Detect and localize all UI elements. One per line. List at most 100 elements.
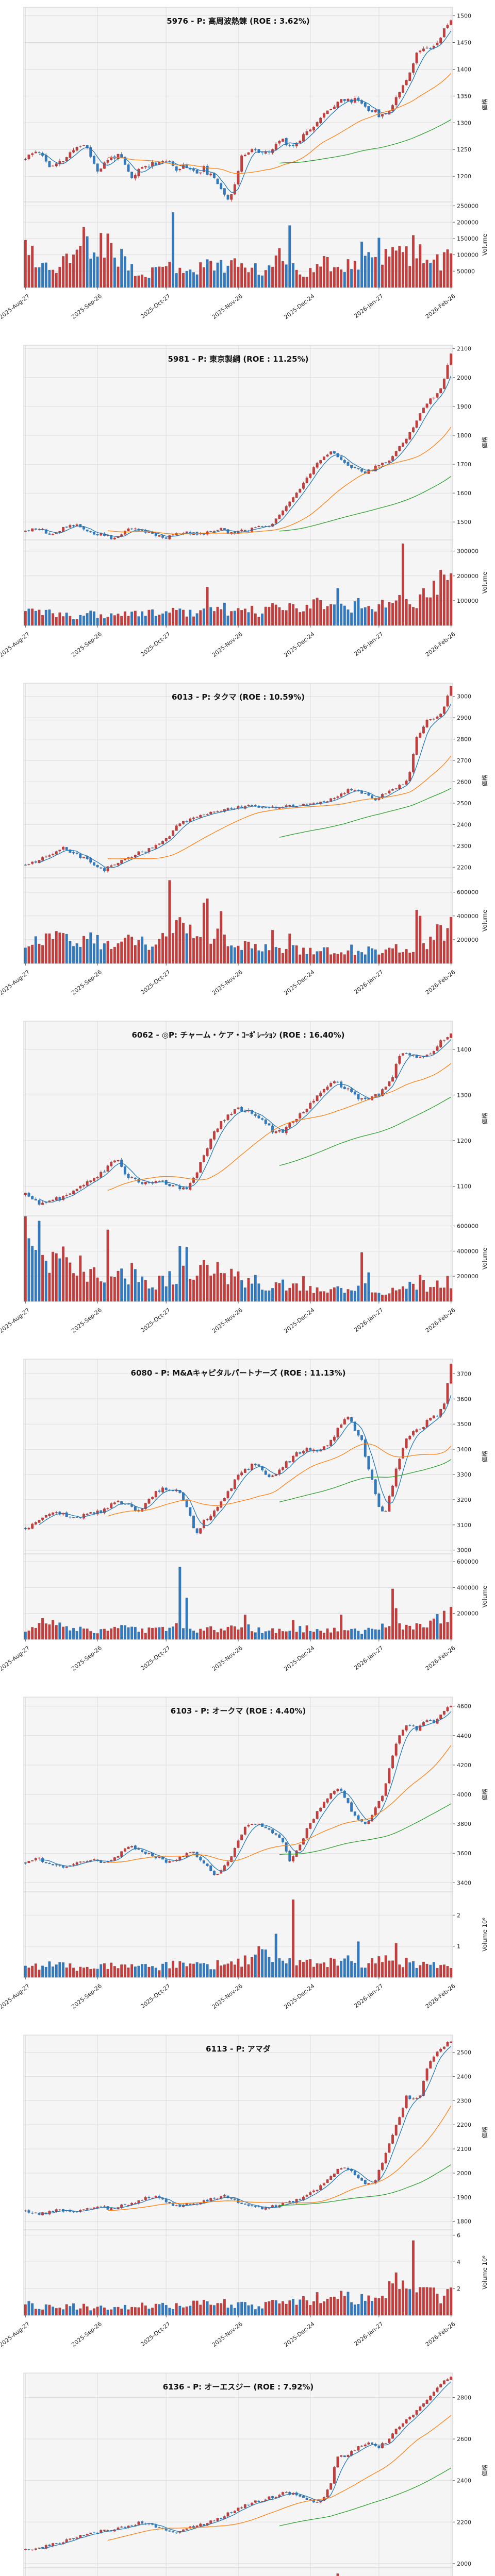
svg-text:2026-Jan-27: 2026-Jan-27 xyxy=(353,631,385,657)
svg-text:2026-Jan-27: 2026-Jan-27 xyxy=(353,1982,385,2009)
svg-text:2: 2 xyxy=(457,1912,460,1919)
candlestick-volume-chart: 2200 2300 2400 2500 2600 2700 2800 2900 3000 2000… xyxy=(0,683,488,996)
svg-text:3200: 3200 xyxy=(457,1497,471,1503)
svg-text:価格: 価格 xyxy=(481,2464,488,2477)
svg-text:3600: 3600 xyxy=(457,1396,471,1402)
svg-text:3000: 3000 xyxy=(457,693,471,700)
svg-text:1100: 1100 xyxy=(457,1183,471,1190)
svg-text:1300: 1300 xyxy=(457,120,471,126)
svg-text:価格: 価格 xyxy=(481,1112,488,1125)
svg-text:4600: 4600 xyxy=(457,1703,471,1710)
svg-text:6: 6 xyxy=(457,2232,460,2239)
svg-text:2: 2 xyxy=(457,2285,460,2292)
svg-text:3300: 3300 xyxy=(457,1471,471,1478)
svg-text:200000: 200000 xyxy=(457,1611,478,1617)
chart-panel: 6136 - P: オーエスジー (ROE : 7.92%) 2000 2200 2… xyxy=(0,2366,495,2576)
svg-text:2026-Feb-26: 2026-Feb-26 xyxy=(424,1307,457,1334)
candlestick-volume-chart: 200022002400260028000.250.500.751.002025… xyxy=(23,2372,488,2576)
svg-text:4000: 4000 xyxy=(457,1791,471,1798)
svg-text:2025-Dec-24: 2025-Dec-24 xyxy=(283,969,316,996)
svg-text:2025-Aug-27: 2025-Aug-27 xyxy=(0,1982,31,2010)
svg-text:2026-Feb-26: 2026-Feb-26 xyxy=(424,2320,457,2348)
svg-text:2200: 2200 xyxy=(457,2519,471,2526)
svg-text:Volume 10⁶: Volume 10⁶ xyxy=(481,1918,488,1952)
svg-text:2025-Sep-26: 2025-Sep-26 xyxy=(70,1307,103,1334)
svg-text:2025-Aug-27: 2025-Aug-27 xyxy=(0,631,31,658)
svg-text:Volume: Volume xyxy=(481,234,488,256)
svg-text:400000: 400000 xyxy=(457,1248,478,1255)
svg-text:200000: 200000 xyxy=(457,573,478,580)
svg-text:2025-Oct-27: 2025-Oct-27 xyxy=(139,2320,172,2348)
svg-text:1400: 1400 xyxy=(457,1046,471,1053)
svg-text:2026-Feb-26: 2026-Feb-26 xyxy=(424,1645,457,1672)
svg-text:2025-Sep-26: 2025-Sep-26 xyxy=(70,631,103,658)
chart-panel: 5981 - P: 東京製綱 (ROE : 11.25%) 1500 1600 17… xyxy=(0,338,495,676)
svg-text:2600: 2600 xyxy=(457,2436,471,2443)
svg-text:2026-Jan-27: 2026-Jan-27 xyxy=(353,969,385,995)
svg-text:50000: 50000 xyxy=(457,268,475,275)
svg-text:2025-Dec-24: 2025-Dec-24 xyxy=(283,2320,316,2348)
svg-text:2025-Nov-26: 2025-Nov-26 xyxy=(211,1982,244,2010)
chart-panel: 6113 - P: アマダ 1800 1900 2000 2100 2200 2300 24… xyxy=(0,2028,495,2366)
svg-text:2400: 2400 xyxy=(457,821,471,828)
svg-text:1500: 1500 xyxy=(457,519,471,526)
svg-text:2800: 2800 xyxy=(457,2395,471,2401)
svg-text:3600: 3600 xyxy=(457,1850,471,1857)
chart-panel: 6013 - P: タクマ (ROE : 10.59%) 2200 2300 240… xyxy=(0,676,495,1014)
svg-text:1: 1 xyxy=(457,1943,460,1950)
svg-text:2025-Dec-24: 2025-Dec-24 xyxy=(283,631,316,658)
svg-text:2025-Nov-26: 2025-Nov-26 xyxy=(211,2320,244,2348)
chart-panel: 6062 - ◎P: チャーム・ケア・ｺｰﾎﾟﾚｰｼｮﾝ (ROE : 16.4… xyxy=(0,1014,495,1352)
svg-text:4: 4 xyxy=(457,2259,460,2265)
svg-text:2026-Feb-26: 2026-Feb-26 xyxy=(424,293,457,320)
svg-text:600000: 600000 xyxy=(457,1558,478,1565)
svg-text:2025-Dec-24: 2025-Dec-24 xyxy=(283,1307,316,1334)
svg-text:4200: 4200 xyxy=(457,1762,471,1769)
svg-text:2000: 2000 xyxy=(457,2170,471,2177)
svg-text:2025-Oct-27: 2025-Oct-27 xyxy=(139,1307,172,1334)
svg-text:Volume: Volume xyxy=(481,1248,488,1270)
svg-text:400000: 400000 xyxy=(457,1584,478,1591)
svg-text:3800: 3800 xyxy=(457,1821,471,1827)
svg-text:2025-Aug-27: 2025-Aug-27 xyxy=(0,293,31,320)
svg-text:価格: 価格 xyxy=(481,1450,488,1463)
svg-text:2025-Oct-27: 2025-Oct-27 xyxy=(139,1982,172,2010)
svg-text:2000: 2000 xyxy=(457,375,471,381)
svg-text:3400: 3400 xyxy=(457,1879,471,1886)
svg-text:2300: 2300 xyxy=(457,843,471,850)
candlestick-volume-chart: 1500 1600 1700 1800 1900 2000 2100 100000 200000… xyxy=(0,345,488,658)
svg-text:1450: 1450 xyxy=(457,40,471,46)
svg-text:200000: 200000 xyxy=(457,1273,478,1280)
svg-text:Volume: Volume xyxy=(481,910,488,932)
svg-text:2200: 2200 xyxy=(457,2122,471,2128)
svg-text:150000: 150000 xyxy=(457,235,478,242)
svg-text:2025-Sep-26: 2025-Sep-26 xyxy=(70,2320,103,2348)
svg-text:2025-Sep-26: 2025-Sep-26 xyxy=(70,1645,103,1672)
svg-text:2025-Dec-24: 2025-Dec-24 xyxy=(283,293,316,320)
svg-text:2026-Jan-27: 2026-Jan-27 xyxy=(353,1645,385,1671)
svg-text:2025-Oct-27: 2025-Oct-27 xyxy=(139,293,172,320)
candlestick-volume-chart: 1200 1250 1300 1350 1400 1450 1500 50000 100000 1… xyxy=(0,7,488,320)
svg-text:2025-Oct-27: 2025-Oct-27 xyxy=(139,969,172,996)
svg-text:Volume 10⁶: Volume 10⁶ xyxy=(481,2256,488,2290)
svg-text:4400: 4400 xyxy=(457,1733,471,1739)
svg-text:2026-Feb-26: 2026-Feb-26 xyxy=(424,631,457,658)
svg-text:Volume: Volume xyxy=(481,572,488,594)
svg-text:1800: 1800 xyxy=(457,2218,471,2225)
svg-text:2025-Oct-27: 2025-Oct-27 xyxy=(139,631,172,658)
svg-text:1900: 1900 xyxy=(457,403,471,410)
svg-text:2025-Aug-27: 2025-Aug-27 xyxy=(0,1307,31,1334)
svg-text:2025-Aug-27: 2025-Aug-27 xyxy=(0,969,31,996)
svg-text:価格: 価格 xyxy=(481,774,488,786)
svg-text:1600: 1600 xyxy=(457,490,471,497)
svg-text:価格: 価格 xyxy=(481,1788,488,1801)
svg-text:250000: 250000 xyxy=(457,203,478,210)
svg-text:1500: 1500 xyxy=(457,13,471,20)
svg-text:2025-Sep-26: 2025-Sep-26 xyxy=(70,1982,103,2010)
svg-text:2200: 2200 xyxy=(457,864,471,871)
svg-text:2400: 2400 xyxy=(457,2074,471,2080)
svg-text:2025-Aug-27: 2025-Aug-27 xyxy=(0,1645,31,1672)
chart-panel: 6103 - P: オークマ (ROE : 4.40%) 3400 3600 380… xyxy=(0,1690,495,2028)
svg-text:600000: 600000 xyxy=(457,889,478,896)
svg-text:200000: 200000 xyxy=(457,937,478,943)
